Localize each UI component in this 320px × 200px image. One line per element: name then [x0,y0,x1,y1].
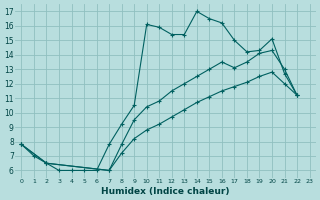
X-axis label: Humidex (Indice chaleur): Humidex (Indice chaleur) [101,187,230,196]
